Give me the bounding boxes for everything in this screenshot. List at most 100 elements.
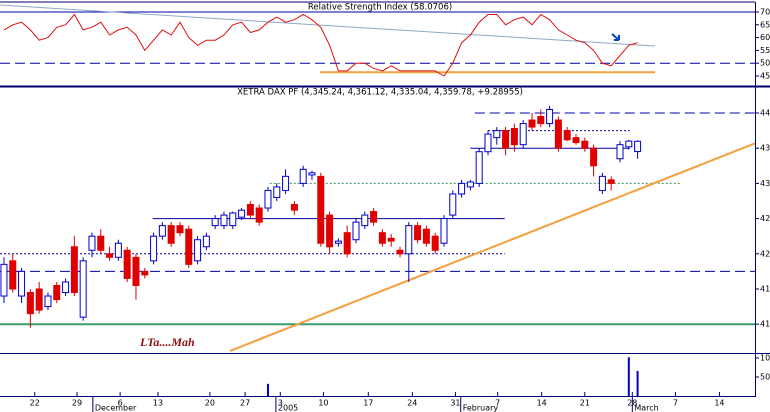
- candle-body: [264, 189, 272, 209]
- candle-body: [202, 235, 210, 248]
- x-tick-label: 27: [240, 399, 250, 408]
- candle-body: [396, 249, 404, 255]
- arrow: [611, 33, 620, 41]
- candle-body: [581, 140, 589, 149]
- candle-body: [537, 116, 545, 125]
- y-tick-label: 55: [760, 46, 770, 55]
- candle-body: [123, 249, 131, 279]
- candle-body: [370, 211, 378, 223]
- y-tick-label: 60: [760, 33, 770, 42]
- x-tick-label: 31: [450, 399, 460, 408]
- candle-body: [106, 253, 114, 258]
- candle-body: [616, 144, 624, 160]
- annotation: LTa....Mah: [139, 335, 195, 349]
- candle-body: [132, 256, 140, 286]
- candle-body: [361, 214, 369, 227]
- candle-body: [449, 193, 457, 216]
- x-tick-label: 21: [580, 399, 590, 408]
- candle-body: [484, 133, 492, 153]
- candle-body: [88, 235, 96, 251]
- y-tick-label: 4100: [760, 320, 770, 329]
- candle-body: [405, 225, 413, 255]
- y-tick-label: 4250: [760, 214, 770, 223]
- x-tick-label: 3: [278, 399, 283, 408]
- x-tick-label: 20: [205, 399, 215, 408]
- candle-body: [290, 204, 298, 211]
- candle-body: [0, 263, 8, 297]
- candle-body: [387, 237, 395, 242]
- rsi-line: [3, 13, 638, 77]
- candle-body: [502, 130, 510, 149]
- candle-body: [9, 260, 17, 290]
- candle-body: [176, 225, 184, 234]
- volume-bar: [627, 357, 630, 396]
- candle-body: [70, 246, 78, 294]
- candle-body: [18, 270, 26, 297]
- candle-body: [634, 140, 642, 153]
- candle-body: [229, 212, 237, 227]
- candle-body: [35, 288, 43, 311]
- candle-body: [546, 108, 554, 125]
- candle-body: [273, 186, 281, 198]
- candle-body: [326, 214, 334, 248]
- candle-body: [466, 181, 474, 188]
- candle-body: [431, 235, 439, 251]
- candle-body: [299, 168, 307, 184]
- candle-body: [255, 207, 263, 223]
- candle-body: [282, 175, 290, 191]
- candle-body: [414, 225, 422, 241]
- candle-body: [334, 240, 342, 244]
- volume-bar: [266, 383, 269, 396]
- x-tick-label: 10: [318, 399, 328, 408]
- candle-body: [141, 270, 149, 276]
- candle-body: [590, 147, 598, 167]
- candle-body: [475, 151, 483, 184]
- candle-body: [554, 119, 562, 149]
- candle-body: [167, 225, 175, 244]
- candle-body: [62, 281, 70, 294]
- candle-body: [493, 130, 501, 139]
- x-tick-label: 14: [714, 399, 724, 408]
- candle-body: [220, 214, 228, 227]
- y-tick-label: 5000: [760, 372, 770, 381]
- candle-body: [519, 123, 527, 146]
- y-tick-label: 50: [760, 59, 770, 68]
- level-line: [229, 142, 756, 352]
- candle-body: [194, 239, 202, 262]
- candle-body: [26, 292, 34, 315]
- month-label: March: [634, 404, 658, 412]
- candle-body: [572, 137, 580, 144]
- y-tick-label: 4350: [760, 144, 770, 153]
- month-label: February: [463, 404, 499, 412]
- candle-body: [528, 119, 536, 128]
- candle-body: [185, 228, 193, 265]
- candle-body: [422, 228, 430, 244]
- candle-body: [378, 232, 386, 244]
- y-tick-label: 70: [760, 7, 770, 16]
- candle-body: [343, 232, 351, 255]
- candle-body: [317, 175, 325, 244]
- candle-body: [44, 295, 52, 308]
- candle-body: [246, 204, 254, 216]
- y-tick-label: 45: [760, 72, 770, 81]
- x-tick-label: 13: [153, 399, 163, 408]
- level-line: [0, 4, 656, 47]
- candle-body: [79, 260, 87, 318]
- y-tick-label: 4300: [760, 179, 770, 188]
- candle-body: [114, 242, 122, 258]
- x-tick-label: 22: [30, 399, 40, 408]
- candle-body: [211, 218, 219, 227]
- month-label: 2005: [278, 404, 298, 412]
- x-tick-label: 14: [537, 399, 547, 408]
- volume-bar: [636, 370, 639, 396]
- candle-body: [308, 172, 316, 176]
- y-tick-label: 4150: [760, 284, 770, 293]
- panel-title: XETRA DAX PF (4,345.24, 4,361.12, 4,335.…: [237, 88, 523, 98]
- candle-body: [440, 218, 448, 244]
- month-label: December: [95, 404, 137, 412]
- candle-body: [352, 221, 360, 241]
- y-tick-label: 4400: [760, 108, 770, 117]
- candle-body: [563, 130, 571, 141]
